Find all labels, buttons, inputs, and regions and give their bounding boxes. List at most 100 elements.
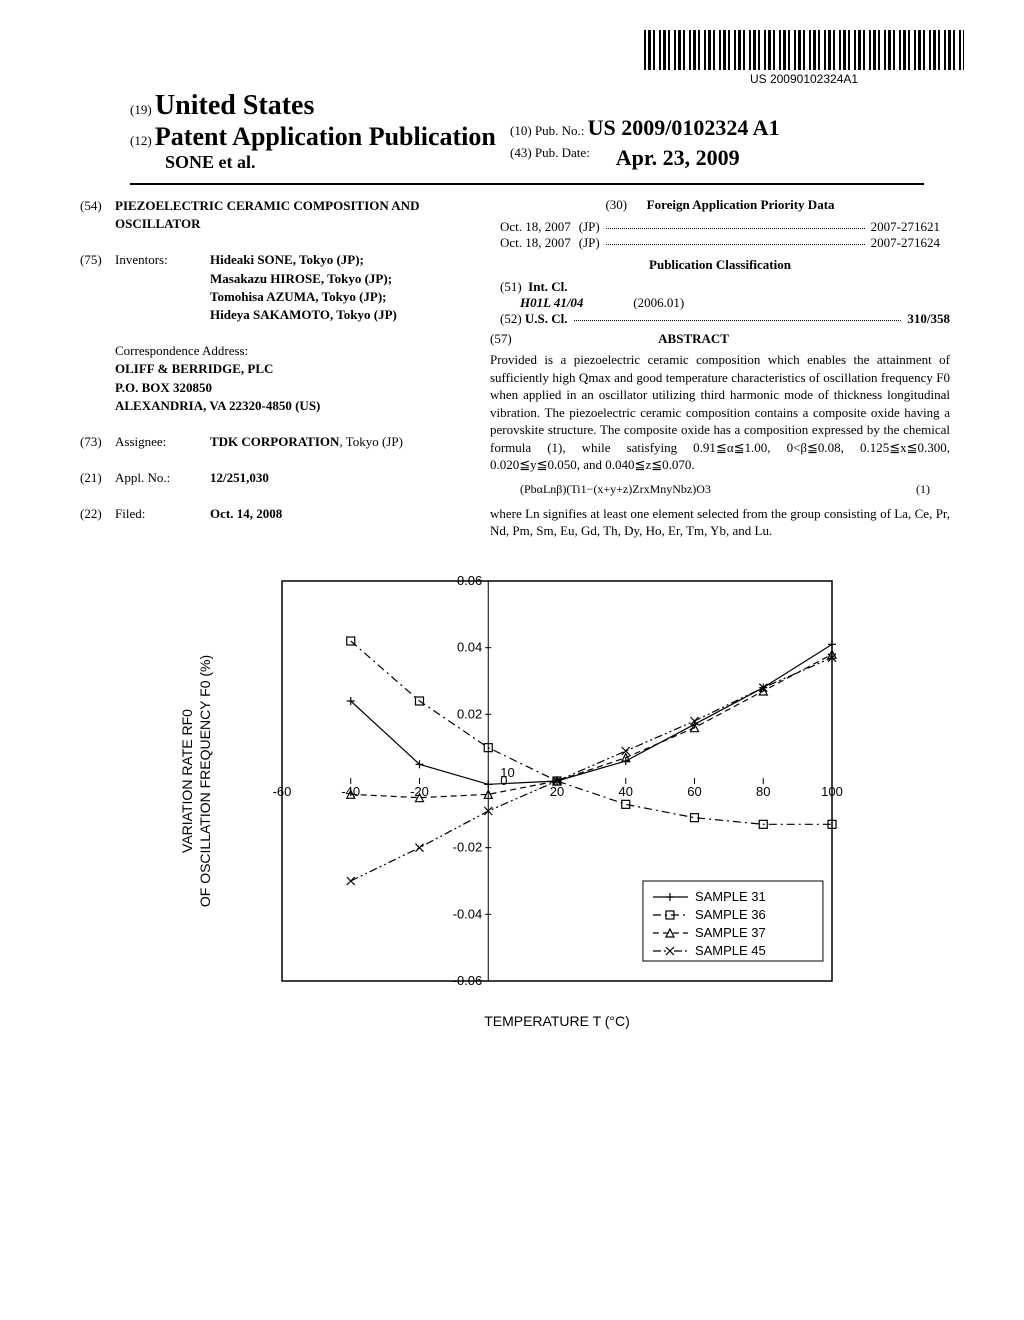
svg-text:OF OSCILLATION FREQUENCY F0 (%: OF OSCILLATION FREQUENCY F0 (%) — [197, 655, 213, 907]
col-left: (54) PIEZOELECTRIC CERAMIC COMPOSITION A… — [50, 197, 470, 541]
svg-text:40: 40 — [619, 784, 633, 799]
formula-num: (1) — [916, 482, 930, 497]
pub-date-prefix: (43) — [510, 145, 532, 160]
svg-text:10: 10 — [500, 765, 514, 780]
assignee-num: (73) — [80, 433, 115, 451]
svg-text:0.04: 0.04 — [457, 640, 482, 655]
svg-text:VARIATION RATE RF0: VARIATION RATE RF0 — [179, 709, 195, 853]
uscl-label: U.S. Cl. — [525, 311, 568, 327]
formula: (PbαLnβ)(Ti1−(x+y+z)ZrxMnyNbz)O3 (1) — [520, 482, 950, 497]
pub-no-prefix: (10) — [510, 123, 532, 138]
pub-no-label: Pub. No.: — [535, 123, 584, 138]
filed-num: (22) — [80, 505, 115, 523]
title-num: (54) — [80, 197, 115, 233]
filed-val: Oct. 14, 2008 — [210, 505, 470, 523]
title-text: PIEZOELECTRIC CERAMIC COMPOSITION AND OS… — [115, 197, 470, 233]
foreign-appnum: 2007-271621 — [871, 219, 940, 235]
intcl-row: (51) Int. Cl. H01L 41/04 (2006.01) — [490, 279, 950, 311]
col-right: (30) Foreign Application Priority Data O… — [490, 197, 950, 541]
svg-text:100: 100 — [821, 784, 843, 799]
corr-line: P.O. BOX 320850 — [115, 379, 470, 397]
inventors-num: (75) — [80, 251, 115, 324]
foreign-num: (30) — [605, 197, 627, 212]
inventors-row: (75) Inventors: Hideaki SONE, Tokyo (JP)… — [80, 251, 470, 324]
filed-label: Filed: — [115, 505, 210, 523]
uscl-val: 310/358 — [907, 311, 950, 327]
foreign-row: Oct. 18, 2007 (JP) 2007-271624 — [490, 235, 950, 251]
svg-text:SAMPLE 31: SAMPLE 31 — [695, 889, 766, 904]
uscl-row: (52) U.S. Cl. 310/358 — [490, 311, 950, 327]
pub-right-block: (10) Pub. No.: US 2009/0102324 A1 (43) P… — [510, 115, 780, 171]
foreign-cc: (JP) — [579, 219, 600, 235]
assignee-row: (73) Assignee: TDK CORPORATION, Tokyo (J… — [80, 433, 470, 451]
inventor: Hideaki SONE, Tokyo (JP); — [210, 251, 470, 269]
intcl-code: H01L 41/04 — [520, 295, 630, 311]
columns: (54) PIEZOELECTRIC CERAMIC COMPOSITION A… — [50, 197, 974, 541]
inventor: Hideya SAKAMOTO, Tokyo (JP) — [210, 306, 470, 324]
assignee-label: Assignee: — [115, 433, 210, 451]
svg-text:-0.04: -0.04 — [453, 907, 483, 922]
corr-label: Correspondence Address: — [115, 342, 470, 360]
uscl-num: (52) — [500, 311, 522, 327]
svg-text:SAMPLE 45: SAMPLE 45 — [695, 943, 766, 958]
dots — [606, 235, 865, 245]
foreign-row: Oct. 18, 2007 (JP) 2007-271621 — [490, 219, 950, 235]
svg-text:60: 60 — [687, 784, 701, 799]
intcl-date: (2006.01) — [633, 295, 684, 310]
intcl-label: Int. Cl. — [528, 279, 567, 294]
country-prefix: (19) — [130, 102, 152, 117]
assignee-name: TDK CORPORATION — [210, 434, 339, 449]
pub-type: Patent Application Publication — [155, 122, 496, 151]
pub-date-value: Apr. 23, 2009 — [616, 145, 740, 171]
foreign-date: Oct. 18, 2007 — [500, 235, 571, 251]
foreign-cc: (JP) — [579, 235, 600, 251]
filed-row: (22) Filed: Oct. 14, 2008 — [80, 505, 470, 523]
abstract-num: (57) — [490, 331, 512, 346]
abstract-p2: where Ln signifies at least one element … — [490, 505, 950, 540]
correspondence-block: Correspondence Address: OLIFF & BERRIDGE… — [115, 342, 470, 415]
foreign-heading: Foreign Application Priority Data — [647, 197, 835, 212]
country-name: United States — [155, 90, 314, 121]
dots — [606, 219, 865, 229]
svg-text:-0.06: -0.06 — [453, 973, 483, 988]
foreign-date: Oct. 18, 2007 — [500, 219, 571, 235]
foreign-appnum: 2007-271624 — [871, 235, 940, 251]
inventor: Masakazu HIROSE, Tokyo (JP); — [210, 270, 470, 288]
assignee-val: TDK CORPORATION, Tokyo (JP) — [210, 433, 470, 451]
corr-line: ALEXANDRIA, VA 22320-4850 (US) — [115, 397, 470, 415]
chart-svg: -60-40-2020406080100-0.06-0.04-0.0200.02… — [162, 561, 862, 1041]
pub-prefix: (12) — [130, 133, 152, 148]
applno-label: Appl. No.: — [115, 469, 210, 487]
divider — [130, 183, 924, 185]
corr-line: OLIFF & BERRIDGE, PLC — [115, 360, 470, 378]
inventor: Tomohisa AZUMA, Tokyo (JP); — [210, 288, 470, 306]
svg-text:SAMPLE 36: SAMPLE 36 — [695, 907, 766, 922]
svg-text:SAMPLE 37: SAMPLE 37 — [695, 925, 766, 940]
svg-text:TEMPERATURE T (°C): TEMPERATURE T (°C) — [484, 1013, 630, 1029]
applno-row: (21) Appl. No.: 12/251,030 — [80, 469, 470, 487]
svg-text:0.02: 0.02 — [457, 707, 482, 722]
svg-text:80: 80 — [756, 784, 770, 799]
abstract-p1: Provided is a piezoelectric ceramic comp… — [490, 351, 950, 474]
pubclass-heading: Publication Classification — [490, 257, 950, 273]
svg-text:0.06: 0.06 — [457, 573, 482, 588]
svg-text:-60: -60 — [273, 784, 292, 799]
applno-val: 12/251,030 — [210, 469, 470, 487]
formula-text: (PbαLnβ)(Ti1−(x+y+z)ZrxMnyNbz)O3 — [520, 482, 711, 496]
svg-text:-0.02: -0.02 — [453, 840, 483, 855]
title-row: (54) PIEZOELECTRIC CERAMIC COMPOSITION A… — [80, 197, 470, 233]
chart-wrap: -60-40-2020406080100-0.06-0.04-0.0200.02… — [50, 561, 974, 1041]
pub-date-label: Pub. Date: — [535, 145, 590, 160]
barcode-text: US 20090102324A1 — [644, 72, 964, 86]
inventors-list: Hideaki SONE, Tokyo (JP); Masakazu HIROS… — [210, 251, 470, 324]
dots — [574, 311, 902, 321]
svg-text:20: 20 — [550, 784, 564, 799]
inventors-label: Inventors: — [115, 251, 210, 324]
barcode-block: US 20090102324A1 — [644, 30, 964, 86]
intcl-num: (51) — [500, 279, 522, 294]
assignee-loc: , Tokyo (JP) — [339, 434, 403, 449]
barcode-lines — [644, 30, 964, 70]
abstract-heading: ABSTRACT — [658, 331, 729, 346]
pub-no-value: US 2009/0102324 A1 — [588, 115, 780, 140]
applno-num: (21) — [80, 469, 115, 487]
